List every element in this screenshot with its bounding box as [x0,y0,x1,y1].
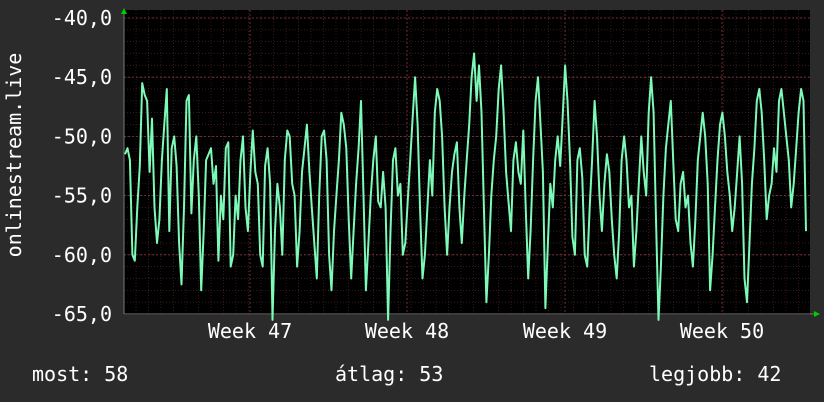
y-axis-label: onlinestream.live [2,52,26,258]
y-tick-label: -45,0 [52,65,112,89]
y-tick-label: -50,0 [52,124,112,148]
grid [124,10,810,315]
series-line [124,52,807,321]
x-axis-arrow [814,311,820,317]
x-ticks: Week 47 Week 48 Week 49 Week 50 [208,319,764,343]
y-ticks: -40,0 -45,0 -50,0 -55,0 -60,0 -65,0 [52,6,112,326]
y-tick-label: -55,0 [52,184,112,208]
current-value: most: 58 [32,362,129,386]
y-axis-label-box: onlinestream.live [2,30,26,280]
x-tick-label: Week 47 [208,319,292,343]
y-tick-label: -65,0 [52,302,112,326]
y-axis-arrow [121,8,127,14]
x-tick-label: Week 49 [523,319,607,343]
average-value: átlag: 53 [335,362,444,386]
y-tick-label: -60,0 [52,243,112,267]
series [124,52,807,321]
axes [121,8,820,317]
y-tick-label: -40,0 [52,6,112,30]
best-value: legjobb: 42 [649,362,782,386]
x-tick-label: Week 48 [365,319,449,343]
x-tick-label: Week 50 [680,319,764,343]
